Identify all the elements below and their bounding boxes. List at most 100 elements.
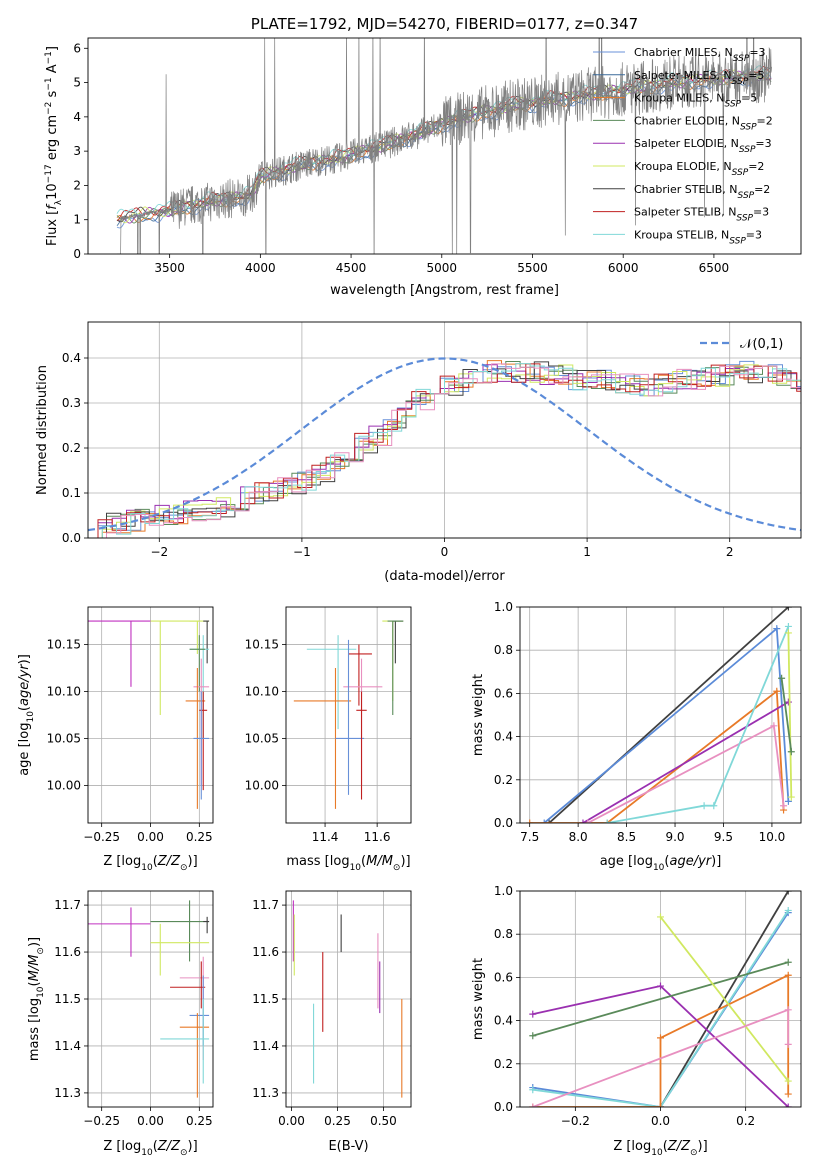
axes-frame — [87, 890, 214, 1108]
x-tick-label: 0.25 — [186, 1114, 213, 1128]
y-axis-label-part: 10 — [26, 711, 36, 723]
weight-line — [529, 689, 785, 823]
plot-area — [529, 891, 792, 1107]
legend-label-part: =3 — [755, 137, 771, 150]
x-tick-label: 10.0 — [759, 830, 786, 844]
weight-marker — [784, 607, 792, 611]
weight-marker — [529, 1032, 537, 1040]
y-tick-label: 11.5 — [54, 992, 81, 1006]
legend-label-part: =5 — [748, 69, 764, 82]
weight-marker — [545, 819, 553, 823]
y-tick-label: 11.7 — [252, 898, 279, 912]
gridlines — [286, 607, 411, 823]
x-tick-label: 8.0 — [569, 830, 588, 844]
axes-age-vs-Z: −0.25 0.00 0.25 10.00 10.05 10.10 10.15 — [47, 606, 214, 844]
weight-line — [607, 626, 790, 823]
x-tick-label: 0.2 — [736, 1114, 755, 1128]
axes-spectrum: 3500 4000 4500 5000 5500 6000 6500 0 1 2 3 4 5 6 — [73, 37, 802, 275]
weight-marker — [603, 819, 611, 823]
y-axis-label-part: f — [45, 203, 60, 210]
y-tick-label: 0.8 — [494, 927, 513, 941]
x-axis-label-part: age/yr — [669, 854, 712, 869]
y-tick-label: 0.8 — [494, 643, 513, 657]
x-axis-label-part: mass [log — [286, 854, 349, 869]
axes-frame — [519, 890, 802, 1108]
x-axis-label: age [log10(age/yr)] — [600, 854, 722, 873]
gridlines — [88, 607, 213, 823]
axes-frame — [87, 606, 214, 824]
legend-label-part: =3 — [753, 206, 769, 219]
errorbar-point — [170, 961, 206, 1009]
legend-label: Salpeter ELODIE, NSSP=3 — [634, 137, 772, 155]
weight-marker — [657, 913, 664, 921]
legend-label: Salpeter MILES, NSSP=5 — [634, 69, 764, 87]
residual-histogram — [88, 360, 801, 538]
weight-line — [780, 678, 793, 752]
axes-residuals: −2 −1 0 1 2 0.0 0.1 0.2 0.3 0.4 — [62, 321, 802, 559]
y-axis-label-part: −2 — [44, 102, 54, 115]
y-tick-label: 10.10 — [245, 685, 279, 699]
y-tick-label: 0.0 — [494, 816, 513, 830]
x-tick-label: 0.00 — [137, 1114, 164, 1128]
y-axis-label-part: s — [45, 90, 60, 101]
residual-histogram — [88, 364, 801, 538]
x-axis-label-part: ) — [188, 1139, 193, 1154]
x-axis-label-part: ⊙ — [180, 1148, 188, 1158]
weight-marker — [784, 958, 792, 966]
legend-label-part: SSP — [740, 122, 757, 132]
axes-frame — [87, 321, 802, 539]
y-tick-label: 10.05 — [245, 731, 279, 745]
x-axis-label: Z [log10(Z/Z⊙)] — [103, 1139, 197, 1158]
y-axis-label-part: Flux [ — [45, 210, 60, 246]
y-axis-label-part: erg cm — [45, 115, 60, 164]
weight-marker — [526, 819, 534, 823]
y-tick-label: 0.0 — [494, 1100, 513, 1114]
y-tick-label: 0 — [73, 247, 81, 261]
legend: 𝒩(0,1) — [700, 337, 783, 352]
y-tick-label: 0.4 — [494, 730, 513, 744]
x-axis-label-part: ] — [703, 1139, 708, 1154]
axes-mass-vs-Z: −0.25 0.00 0.25 11.3 11.4 11.5 11.6 11.7 — [54, 890, 214, 1128]
plot-area — [292, 900, 403, 1098]
x-axis-label-part: ⊙ — [690, 1148, 698, 1158]
weight-marker — [784, 1090, 792, 1098]
y-axis-label-part: ] — [27, 937, 42, 942]
legend-label-part: Kroupa STELIB, N — [634, 228, 729, 241]
x-tick-label: 7.5 — [520, 830, 539, 844]
y-axis-label-part: ] — [45, 46, 60, 51]
chart-title: PLATE=1792, MJD=54270, FIBERID=0177, z=0… — [251, 15, 638, 33]
x-axis-label: Z [log10(Z/Z⊙)] — [103, 854, 197, 873]
residual-histogram — [92, 361, 801, 538]
weight-marker — [784, 698, 792, 706]
residual-histogram — [92, 363, 801, 538]
y-tick-label: 0.6 — [494, 686, 513, 700]
legend-label-part: Salpeter MILES, N — [634, 69, 732, 82]
weight-marker — [780, 802, 788, 810]
residual-histogram — [88, 360, 801, 538]
y-axis-label-part: A — [45, 64, 60, 77]
weight-marker — [529, 1103, 537, 1107]
y-axis-label: mass weight — [471, 958, 486, 1040]
x-axis-label: Z [log10(Z/Z⊙)] — [613, 1139, 707, 1158]
legend-label: Chabrier STELIB, NSSP=2 — [634, 183, 770, 201]
observed-spectrum — [117, 38, 772, 254]
weight-marker — [784, 906, 792, 914]
errorbar-point — [203, 916, 210, 934]
x-axis-label-part: ] — [406, 854, 411, 869]
weight-marker — [787, 793, 795, 801]
weight-marker — [579, 819, 587, 823]
weight-line — [659, 916, 789, 1082]
x-axis-label-part: Z [log — [613, 1139, 651, 1154]
legend-label: Salpeter STELIB, NSSP=3 — [634, 206, 769, 224]
legend-label-part: Kroupa MILES, N — [634, 92, 724, 105]
legend-label: Kroupa ELODIE, NSSP=2 — [634, 160, 764, 178]
x-tick-label: 9.0 — [665, 830, 684, 844]
x-tick-label: −0.25 — [83, 1114, 120, 1128]
legend-label: Kroupa MILES, NSSP=5 — [634, 92, 757, 110]
errorbar-point — [193, 691, 210, 800]
x-tick-label: 8.5 — [617, 830, 636, 844]
weight-marker — [784, 797, 792, 805]
y-axis-label-part: ) — [17, 659, 32, 664]
y-axis-label-part: ( — [27, 981, 42, 986]
